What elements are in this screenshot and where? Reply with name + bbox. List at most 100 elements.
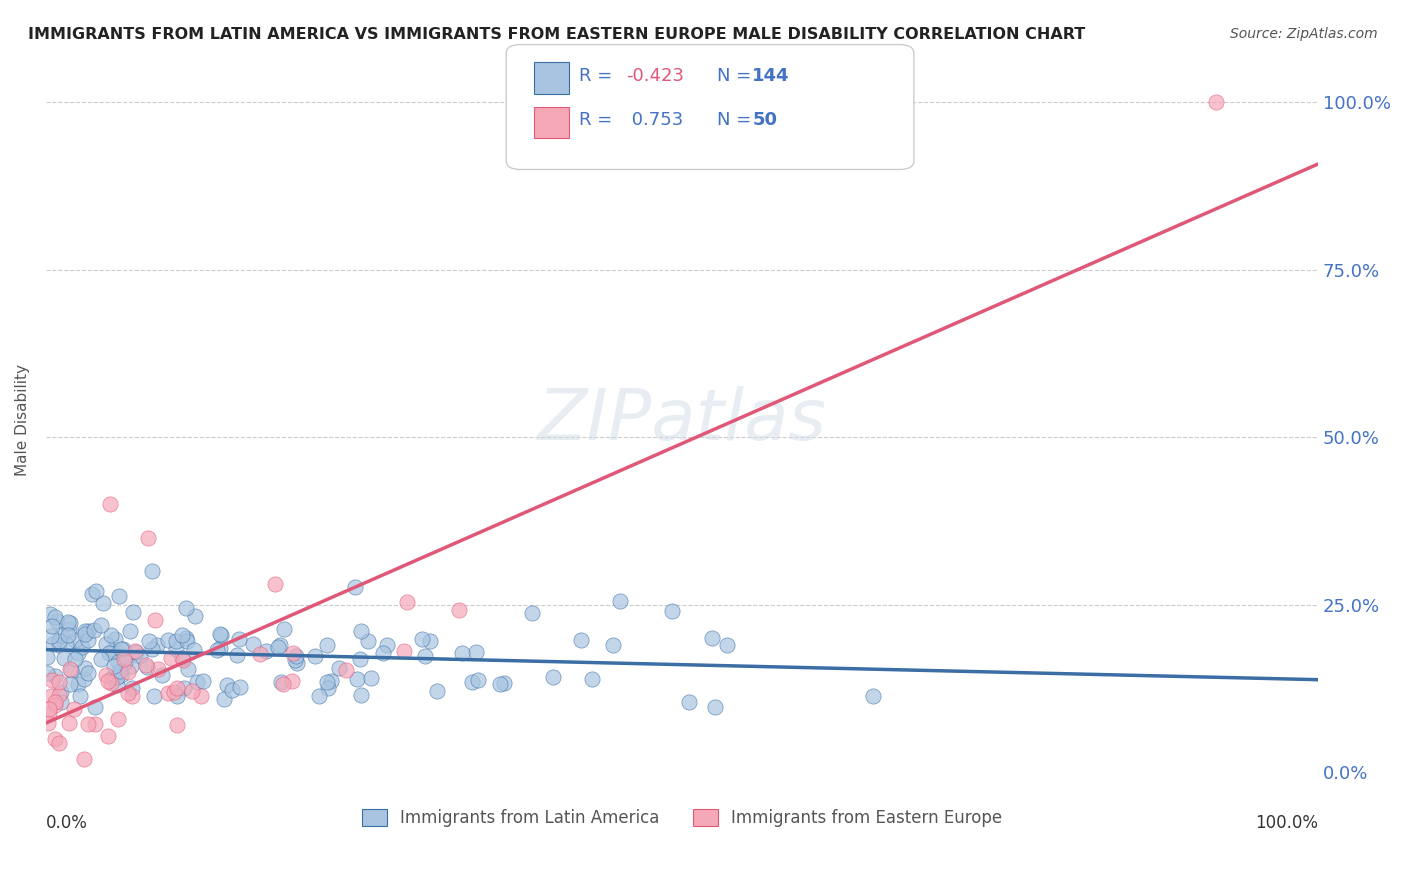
Text: N =: N = (717, 67, 756, 85)
Point (344, 580, 367, 594)
Point (124, 645, 146, 659)
Point (460, 675, 482, 690)
Point (142, 689, 165, 703)
Point (41, 619, 63, 633)
Text: R =: R = (579, 112, 619, 129)
Point (105, 678, 128, 692)
Point (39, 629, 62, 643)
Point (48, 634, 70, 648)
Point (467, 673, 489, 688)
Point (100, 676, 122, 690)
Point (59, 662, 82, 676)
Point (266, 640, 288, 654)
Text: 0.753: 0.753 (626, 112, 683, 129)
Point (122, 605, 145, 619)
Point (221, 682, 243, 697)
Point (38, 702, 60, 716)
Point (70, 640, 93, 655)
Legend: Immigrants from Latin America, Immigrants from Eastern Europe: Immigrants from Latin America, Immigrant… (356, 803, 1010, 834)
Point (44, 668, 66, 682)
Point (174, 600, 197, 615)
Point (41, 673, 63, 687)
Text: IMMIGRANTS FROM LATIN AMERICA VS IMMIGRANTS FROM EASTERN EUROPE MALE DISABILITY : IMMIGRANTS FROM LATIN AMERICA VS IMMIGRA… (28, 27, 1085, 42)
Point (328, 661, 350, 675)
Point (249, 647, 271, 661)
Point (226, 648, 249, 662)
Point (59, 677, 82, 691)
Point (284, 653, 307, 667)
Point (59, 663, 82, 677)
Point (112, 652, 135, 666)
Point (193, 673, 215, 688)
Text: 100.0%: 100.0% (1256, 814, 1319, 832)
Point (77, 717, 100, 731)
Point (716, 638, 738, 652)
Point (1205, 95, 1227, 109)
Point (350, 624, 373, 638)
Point (76, 665, 98, 680)
Point (104, 643, 127, 657)
Point (77, 624, 100, 638)
Point (316, 674, 339, 689)
Point (75, 627, 97, 641)
Point (48, 675, 70, 690)
Point (100, 628, 122, 642)
Point (98, 497, 121, 511)
Point (146, 662, 169, 676)
Point (101, 671, 124, 685)
Point (160, 651, 183, 665)
Point (281, 674, 304, 689)
Point (111, 641, 134, 656)
Point (51, 695, 73, 709)
Point (284, 649, 307, 664)
Point (135, 658, 157, 673)
Text: 50: 50 (752, 112, 778, 129)
Point (94, 668, 117, 682)
Point (489, 677, 512, 691)
Point (208, 627, 231, 641)
Point (84, 700, 107, 714)
Point (100, 644, 122, 658)
Point (172, 652, 194, 666)
Point (394, 644, 416, 658)
Point (254, 643, 277, 657)
Point (73, 660, 96, 674)
Point (451, 646, 474, 660)
Point (862, 689, 884, 703)
Point (128, 648, 150, 663)
Point (411, 632, 433, 646)
Point (48, 638, 70, 652)
Point (492, 675, 515, 690)
Point (678, 694, 700, 708)
Point (110, 642, 132, 657)
Point (73, 624, 96, 639)
Point (96, 637, 118, 651)
Point (174, 631, 197, 645)
Point (141, 564, 163, 578)
Point (569, 632, 592, 647)
Point (360, 671, 382, 685)
Y-axis label: Male Disability: Male Disability (15, 364, 30, 476)
Point (97, 646, 120, 660)
Point (39, 607, 62, 621)
Point (349, 651, 371, 665)
Point (316, 638, 339, 652)
Point (609, 593, 631, 607)
Point (67, 676, 90, 690)
Point (108, 589, 131, 603)
Point (63, 652, 86, 666)
Point (702, 631, 724, 645)
Point (90, 618, 112, 632)
Point (105, 670, 128, 684)
Point (228, 632, 250, 646)
Point (703, 699, 725, 714)
Point (136, 531, 159, 545)
Point (110, 668, 132, 682)
Point (83, 717, 105, 731)
Point (163, 685, 186, 699)
Point (173, 681, 195, 695)
Point (215, 678, 238, 692)
Point (121, 690, 143, 704)
Point (37, 715, 59, 730)
Point (602, 639, 624, 653)
